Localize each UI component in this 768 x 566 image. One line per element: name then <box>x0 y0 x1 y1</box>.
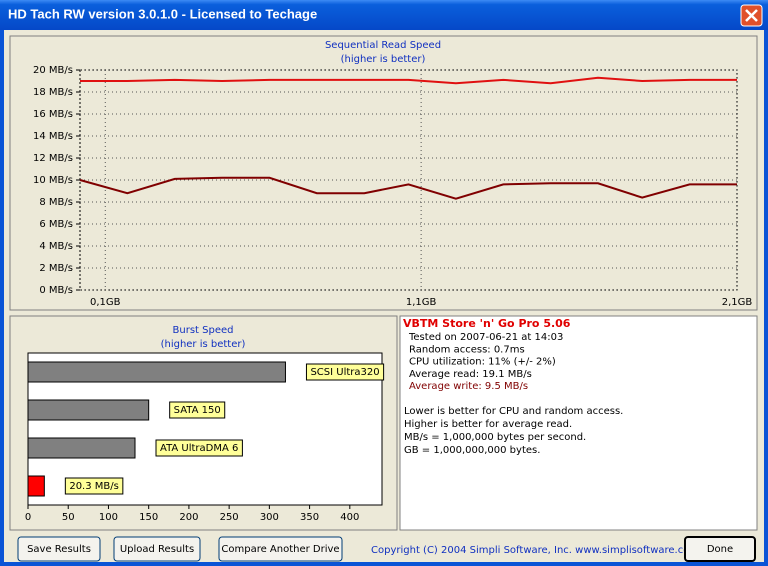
y-tick-label: 12 MB/s <box>33 153 73 164</box>
data-line <box>79 176 737 200</box>
x-tick-label: 2,1GB <box>722 297 753 308</box>
button-label[interactable]: Save Results <box>27 544 91 555</box>
info-line: Tested on 2007-06-21 at 14:03 <box>408 332 563 343</box>
x-tick-label: 400 <box>340 512 359 523</box>
button[interactable] <box>113 536 201 562</box>
x-tick-label: 300 <box>260 512 279 523</box>
bar-label: 20.3 MB/s <box>69 481 119 492</box>
y-tick-label: 10 MB/s <box>33 175 73 186</box>
close-icon[interactable] <box>745 9 758 22</box>
info-line: Average write: 9.5 MB/s <box>409 381 528 392</box>
y-tick-label: 8 MB/s <box>39 197 73 208</box>
close-button[interactable] <box>740 4 763 27</box>
x-tick-label: 100 <box>99 512 118 523</box>
y-tick-label: 6 MB/s <box>39 219 73 230</box>
bar <box>27 475 45 497</box>
read-panel <box>9 35 758 311</box>
info-note: Higher is better for average read. <box>404 419 572 430</box>
x-tick-label: 1,1GB <box>406 297 437 308</box>
button[interactable] <box>684 536 756 562</box>
bar <box>27 437 136 459</box>
bar-label: SATA 150 <box>174 405 221 416</box>
chart-title: Burst Speed <box>173 325 234 336</box>
label-box <box>169 401 226 419</box>
info-note: MB/s = 1,000,000 bytes per second. <box>404 432 586 443</box>
y-tick-label: 14 MB/s <box>33 131 73 142</box>
window-title: HD Tach RW version 3.0.1.0 - Licensed to… <box>8 6 317 21</box>
x-tick-label: 250 <box>220 512 239 523</box>
info-line: CPU utilization: 11% (+/- 2%) <box>409 357 556 368</box>
button[interactable] <box>218 536 343 562</box>
x-tick-label: 150 <box>139 512 158 523</box>
x-tick-label: 350 <box>300 512 319 523</box>
chart-subtitle: (higher is better) <box>341 54 426 65</box>
chart-subtitle: (higher is better) <box>161 339 246 350</box>
info-panel <box>399 315 758 531</box>
button-label[interactable]: Done <box>707 544 733 555</box>
label-box <box>305 363 385 381</box>
chart-title: Sequential Read Speed <box>325 40 441 51</box>
label-box <box>64 477 124 495</box>
bar-label: ATA UltraDMA 6 <box>160 443 238 454</box>
x-tick-label: 0,1GB <box>90 297 121 308</box>
button-label[interactable]: Compare Another Drive <box>221 544 339 555</box>
y-tick-label: 0 MB/s <box>39 285 73 296</box>
y-tick-label: 20 MB/s <box>33 65 73 76</box>
info-note: GB = 1,000,000,000 bytes. <box>404 445 540 456</box>
button[interactable] <box>17 536 101 562</box>
info-line: Random access: 0.7ms <box>409 344 525 355</box>
bar-label: SCSI Ultra320 <box>310 367 379 378</box>
y-tick-label: 4 MB/s <box>39 241 73 252</box>
x-tick-label: 200 <box>179 512 198 523</box>
y-tick-label: 2 MB/s <box>39 263 73 274</box>
bar <box>27 361 286 383</box>
title-bar <box>0 0 768 30</box>
bar <box>27 399 150 421</box>
y-tick-label: 18 MB/s <box>33 87 73 98</box>
x-tick-label: 0 <box>25 512 31 523</box>
info-note: Lower is better for CPU and random acces… <box>404 406 623 417</box>
copyright: Copyright (C) 2004 Simpli Software, Inc.… <box>371 545 699 556</box>
info-line: Average read: 19.1 MB/s <box>409 369 532 380</box>
data-line <box>80 76 737 85</box>
x-tick-label: 50 <box>62 512 75 523</box>
y-tick-label: 16 MB/s <box>33 109 73 120</box>
label-box <box>155 439 243 457</box>
drive-name: VBTM Store 'n' Go Pro 5.06 <box>403 317 571 330</box>
button-label[interactable]: Upload Results <box>120 544 194 555</box>
